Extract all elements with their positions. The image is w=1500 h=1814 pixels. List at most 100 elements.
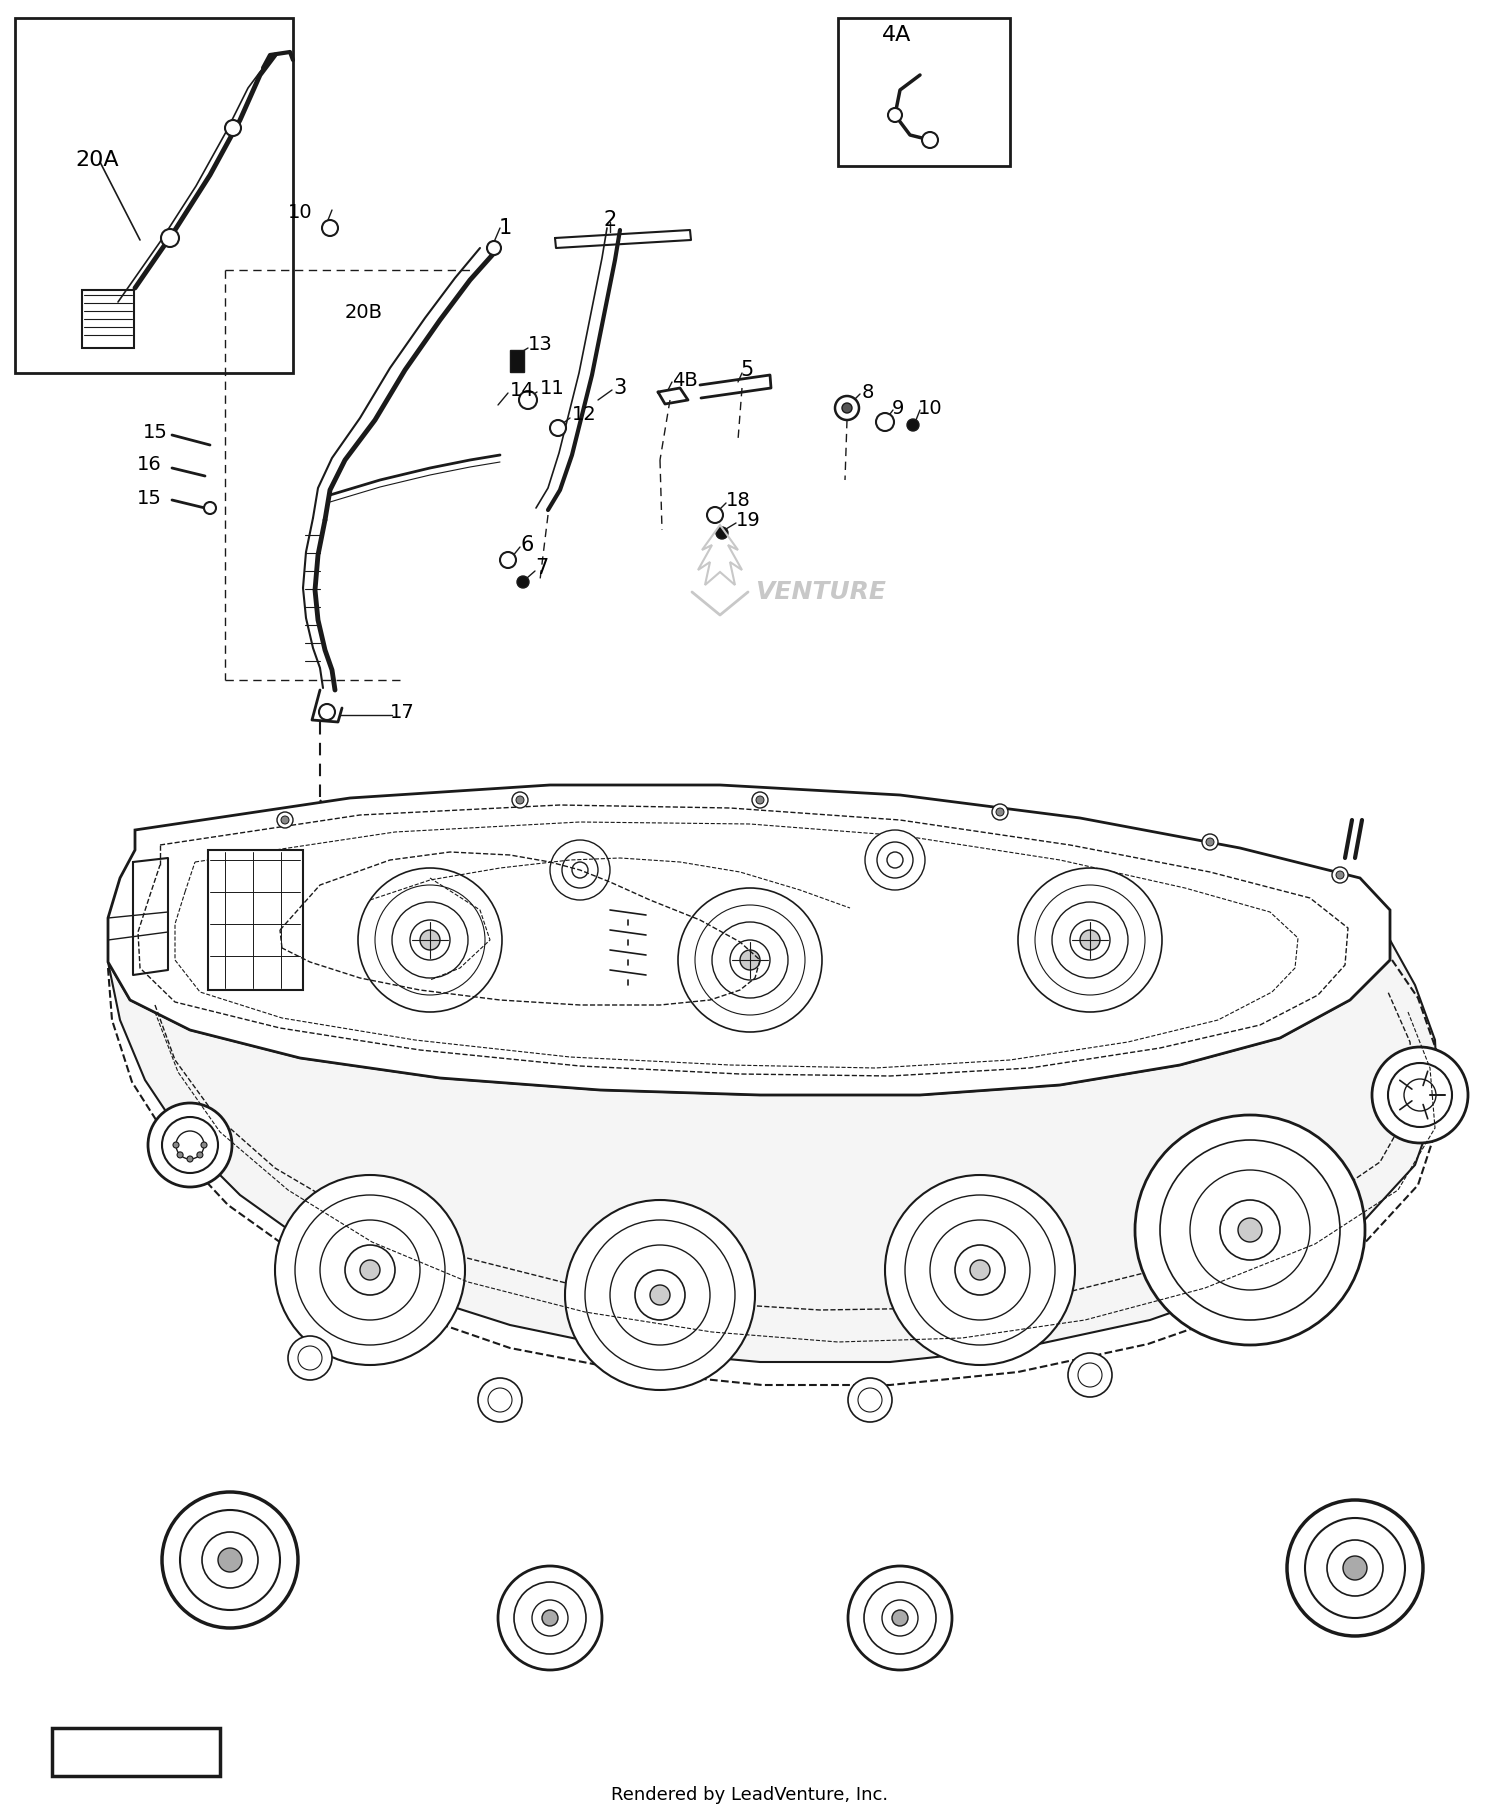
Circle shape	[288, 1335, 332, 1380]
Text: 7: 7	[536, 559, 549, 579]
Circle shape	[1328, 1540, 1383, 1596]
Bar	[53, 1729, 220, 1776]
Circle shape	[320, 1221, 420, 1321]
Circle shape	[518, 577, 530, 588]
Bar	[209, 851, 303, 990]
Circle shape	[1342, 1556, 1366, 1580]
Circle shape	[730, 940, 770, 980]
Text: MP62638: MP62638	[87, 1741, 184, 1761]
Text: 10: 10	[918, 399, 942, 417]
Bar	[839, 18, 1010, 167]
Text: 11: 11	[540, 379, 564, 397]
Circle shape	[488, 1388, 512, 1411]
Text: Rendered by LeadVenture, Inc.: Rendered by LeadVenture, Inc.	[612, 1787, 888, 1803]
Circle shape	[585, 1221, 735, 1370]
Text: 8: 8	[862, 383, 874, 401]
Circle shape	[392, 902, 468, 978]
Circle shape	[196, 1152, 202, 1157]
Text: 15: 15	[136, 488, 162, 508]
Circle shape	[176, 1130, 204, 1159]
Circle shape	[996, 807, 1004, 816]
Circle shape	[225, 120, 242, 136]
Circle shape	[882, 1600, 918, 1636]
Circle shape	[712, 922, 788, 998]
Circle shape	[162, 1117, 218, 1174]
Circle shape	[322, 219, 338, 236]
Circle shape	[375, 885, 484, 996]
Circle shape	[532, 1600, 568, 1636]
Circle shape	[1202, 834, 1218, 851]
Circle shape	[478, 1379, 522, 1422]
Circle shape	[410, 920, 450, 960]
Circle shape	[514, 1582, 586, 1654]
Circle shape	[217, 1547, 242, 1573]
Circle shape	[1372, 1047, 1468, 1143]
Circle shape	[1136, 1116, 1365, 1344]
Circle shape	[320, 704, 334, 720]
Circle shape	[756, 796, 764, 804]
Circle shape	[865, 831, 926, 891]
Circle shape	[1035, 885, 1144, 996]
Circle shape	[892, 1611, 908, 1625]
Circle shape	[572, 862, 588, 878]
Circle shape	[1332, 867, 1348, 883]
Text: 15: 15	[142, 423, 168, 441]
Circle shape	[360, 1261, 380, 1281]
Circle shape	[847, 1565, 952, 1671]
Bar	[510, 350, 524, 372]
Circle shape	[740, 951, 760, 970]
Circle shape	[992, 804, 1008, 820]
Circle shape	[634, 1270, 686, 1321]
Circle shape	[1206, 838, 1214, 845]
Text: 19: 19	[736, 510, 760, 530]
Text: 18: 18	[726, 490, 750, 510]
Circle shape	[1404, 1079, 1435, 1110]
Circle shape	[706, 506, 723, 522]
Text: 20A: 20A	[75, 151, 118, 171]
Circle shape	[1238, 1217, 1262, 1243]
Text: 13: 13	[528, 336, 552, 354]
Circle shape	[566, 1201, 754, 1390]
Circle shape	[1305, 1518, 1406, 1618]
Text: 6: 6	[520, 535, 534, 555]
Circle shape	[904, 1195, 1054, 1344]
Circle shape	[177, 1152, 183, 1157]
Polygon shape	[108, 785, 1391, 1096]
Circle shape	[908, 419, 920, 432]
Circle shape	[930, 1221, 1030, 1321]
Text: VENTURE: VENTURE	[754, 580, 886, 604]
Circle shape	[148, 1103, 232, 1186]
Circle shape	[650, 1284, 670, 1304]
Circle shape	[1287, 1500, 1424, 1636]
Polygon shape	[108, 940, 1438, 1362]
Circle shape	[678, 889, 822, 1032]
Circle shape	[512, 793, 528, 807]
Circle shape	[876, 414, 894, 432]
Circle shape	[296, 1195, 446, 1344]
Circle shape	[847, 1379, 892, 1422]
Text: 3: 3	[614, 377, 627, 397]
Circle shape	[201, 1143, 207, 1148]
Text: 4B: 4B	[672, 370, 698, 390]
Circle shape	[842, 403, 852, 414]
Circle shape	[922, 132, 938, 149]
Circle shape	[716, 528, 728, 539]
Circle shape	[298, 1346, 322, 1370]
Circle shape	[888, 109, 902, 122]
Circle shape	[550, 421, 566, 435]
Text: 4A: 4A	[882, 25, 912, 45]
Bar	[82, 290, 134, 348]
Circle shape	[1068, 1353, 1112, 1397]
Circle shape	[886, 853, 903, 869]
Circle shape	[878, 842, 914, 878]
Circle shape	[345, 1244, 394, 1295]
Circle shape	[752, 793, 768, 807]
Circle shape	[1336, 871, 1344, 880]
Text: 10: 10	[288, 203, 314, 223]
Circle shape	[864, 1582, 936, 1654]
Circle shape	[1388, 1063, 1452, 1126]
Bar	[15, 18, 292, 374]
Circle shape	[162, 1491, 298, 1627]
Circle shape	[836, 395, 860, 421]
Text: 17: 17	[390, 702, 414, 722]
